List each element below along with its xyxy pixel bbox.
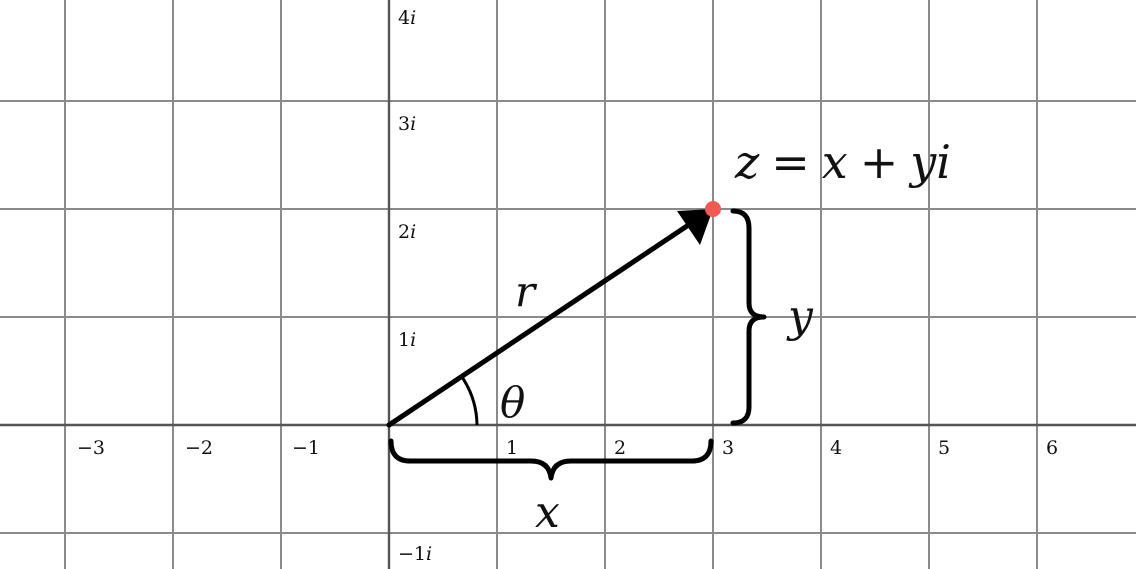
real-part-label: x xyxy=(535,487,560,538)
x-tick-label: −1 xyxy=(292,437,320,459)
y-tick-label: 3i xyxy=(398,113,416,135)
y-tick-label: −1i xyxy=(398,543,432,565)
y-tick-label: 2i xyxy=(398,221,416,243)
point-z-marker xyxy=(705,201,721,217)
modulus-label: r xyxy=(515,267,538,316)
point-equation-label: z = x + yi xyxy=(734,135,951,189)
modulus-vector xyxy=(386,221,693,428)
x-tick-label: −2 xyxy=(185,437,213,459)
real-axis-tick-labels: −3 −2 −1 1 2 3 4 5 6 xyxy=(77,437,1058,459)
vector-arrowhead xyxy=(677,209,713,245)
real-part-brace xyxy=(388,438,714,481)
angle-arc xyxy=(460,376,479,426)
vertical-grid-lines xyxy=(64,0,1038,569)
x-tick-label: 4 xyxy=(830,437,842,459)
angle-label: θ xyxy=(500,378,525,427)
x-tick-label: 6 xyxy=(1046,437,1058,459)
imaginary-axis-tick-labels: 4i 3i 2i 1i −1i xyxy=(398,7,432,565)
y-tick-label: 1i xyxy=(398,329,416,351)
imaginary-part-brace xyxy=(730,208,767,426)
y-tick-label: 4i xyxy=(398,7,416,29)
horizontal-grid-lines xyxy=(0,100,1136,534)
x-tick-label: 5 xyxy=(938,437,950,459)
imaginary-part-label: y xyxy=(786,291,814,342)
x-tick-label: −3 xyxy=(77,437,105,459)
x-tick-label: 2 xyxy=(614,437,626,459)
x-tick-label: 3 xyxy=(722,437,734,459)
x-tick-label: 1 xyxy=(506,437,518,459)
